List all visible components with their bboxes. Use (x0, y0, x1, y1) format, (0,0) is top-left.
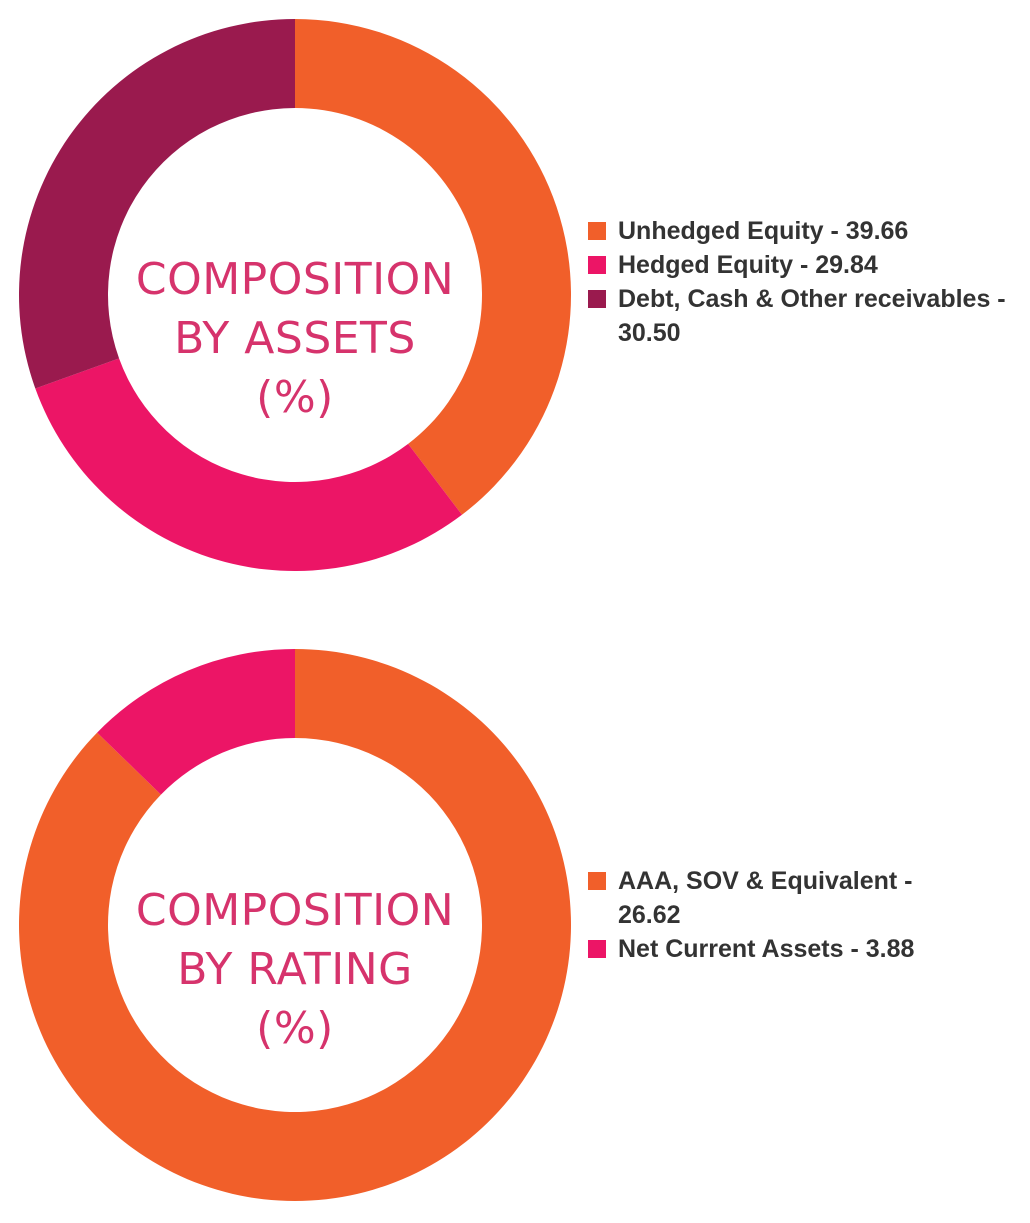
legend-label: Debt, Cash & Other receivables - 30.50 (618, 285, 1006, 347)
assets-center-label: COMPOSITION BY ASSETS (%) (107, 250, 483, 427)
assets-slice-unhedged-equity (295, 19, 571, 515)
legend-item-aaa-sov: AAA, SOV & Equivalent - 26.62 (588, 864, 968, 932)
rating-legend: AAA, SOV & Equivalent - 26.62 Net Curren… (588, 864, 968, 966)
assets-slice-debt-cash-other-receivables (18, 19, 296, 389)
assets-chart: COMPOSITION BY ASSETS (%) Unhedged Equit… (0, 0, 1030, 600)
legend-label: Hedged Equity - 29.84 (618, 251, 878, 279)
legend-item-debt-cash-other: Debt, Cash & Other receivables - 30.50 (588, 282, 1028, 350)
assets-center-line-1: COMPOSITION (135, 254, 455, 305)
assets-donut-chart (18, 19, 571, 571)
legend-swatch-orange (588, 872, 606, 890)
legend-swatch-pink (588, 940, 606, 958)
assets-center-line-2: BY ASSETS (174, 313, 416, 364)
assets-center-line-3: (%) (256, 372, 334, 423)
legend-label: Unhedged Equity - 39.66 (618, 217, 909, 245)
rating-center-label: COMPOSITION BY RATING (%) (107, 881, 483, 1058)
legend-item-hedged-equity: Hedged Equity - 29.84 (588, 248, 1028, 282)
rating-slice-aaa-sov-equivalent (18, 649, 571, 1201)
rating-donut-chart (18, 649, 571, 1201)
rating-slice-net-current-assets (97, 649, 296, 795)
legend-swatch-orange (588, 222, 606, 240)
rating-center-line-2: BY RATING (177, 944, 413, 995)
rating-chart: COMPOSITION BY RATING (%) AAA, SOV & Equ… (0, 630, 1030, 1223)
legend-swatch-pink (588, 256, 606, 274)
legend-item-unhedged-equity: Unhedged Equity - 39.66 (588, 214, 1028, 248)
assets-legend: Unhedged Equity - 39.66 Hedged Equity - … (588, 214, 1028, 350)
legend-label: AAA, SOV & Equivalent - 26.62 (618, 867, 913, 929)
assets-slice-hedged-equity (35, 358, 462, 571)
legend-swatch-maroon (588, 290, 606, 308)
rating-center-line-1: COMPOSITION (135, 885, 455, 936)
legend-label: Net Current Assets - 3.88 (618, 935, 915, 963)
rating-center-line-3: (%) (256, 1003, 334, 1054)
legend-item-net-current-assets: Net Current Assets - 3.88 (588, 932, 968, 966)
